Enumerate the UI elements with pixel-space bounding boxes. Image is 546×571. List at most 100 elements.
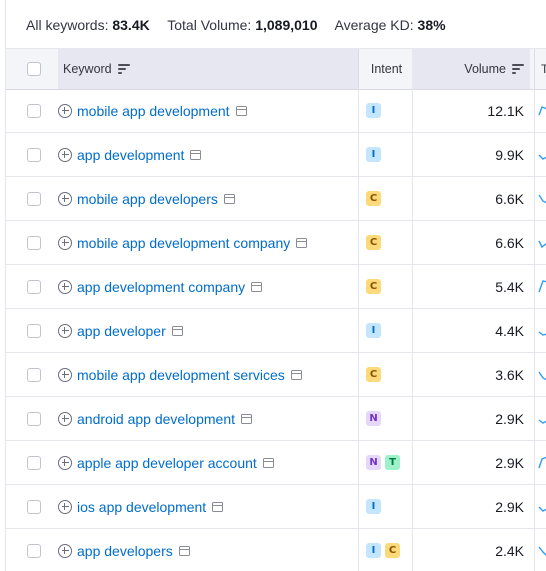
serp-features-icon[interactable] [223, 193, 235, 204]
row-select-cell [27, 397, 41, 440]
add-keyword-icon[interactable] [58, 411, 72, 426]
intent-badge: C [366, 235, 381, 250]
keyword-link[interactable]: app development [77, 146, 185, 163]
average-kd-value: 38% [417, 17, 446, 33]
keyword-link[interactable]: mobile app development [77, 102, 230, 119]
add-keyword-icon[interactable] [58, 235, 72, 250]
keyword-link[interactable]: apple app developer account [77, 454, 257, 471]
keyword-link[interactable]: mobile app development company [77, 234, 291, 251]
add-keyword-icon[interactable] [58, 367, 72, 382]
trend-sparkline-icon [538, 506, 546, 512]
intent-badge: I [366, 499, 381, 514]
serp-features-icon[interactable] [290, 369, 302, 380]
row-checkbox[interactable] [27, 279, 41, 294]
row-select-cell [27, 177, 41, 220]
trend-header-label: T [541, 62, 546, 76]
intent-badge: I [366, 147, 381, 162]
intent-badge: C [385, 543, 400, 558]
volume-column-header[interactable]: Volume [412, 49, 530, 89]
keyword-cell: app development company [58, 265, 358, 308]
keyword-cell: app development [58, 133, 358, 176]
keywords-table-body: mobile app development I 12.1K app devel… [6, 89, 546, 571]
intent-column-header[interactable]: Intent [358, 49, 415, 89]
keyword-link[interactable]: app developers [77, 542, 173, 559]
keyword-link[interactable]: app developer [77, 322, 166, 339]
row-checkbox[interactable] [27, 543, 41, 558]
keyword-cell: android app development [58, 397, 358, 440]
row-checkbox[interactable] [27, 455, 41, 470]
sort-icon[interactable] [512, 64, 524, 74]
select-all-checkbox[interactable] [27, 62, 41, 76]
intent-badge: I [366, 543, 381, 558]
table-row: mobile app development I 12.1K [6, 89, 546, 133]
keyword-link[interactable]: ios app development [77, 498, 207, 515]
serp-features-icon[interactable] [212, 501, 224, 512]
intent-badge: T [385, 455, 400, 470]
serp-features-icon[interactable] [178, 545, 190, 556]
intent-header-label: Intent [370, 62, 403, 76]
volume-cell: 2.9K [495, 454, 524, 471]
row-select-cell [27, 353, 41, 396]
table-row: ios app development I 2.9K [6, 485, 546, 529]
row-select-cell [27, 89, 41, 132]
volume-cell: 5.4K [495, 278, 524, 295]
keyword-link[interactable]: android app development [77, 410, 236, 427]
serp-features-icon[interactable] [251, 281, 263, 292]
row-checkbox[interactable] [27, 323, 41, 338]
serp-features-icon[interactable] [241, 413, 253, 424]
serp-features-icon[interactable] [190, 149, 202, 160]
intent-cell: I [366, 485, 416, 528]
volume-cell: 2.9K [495, 498, 524, 515]
add-keyword-icon[interactable] [58, 543, 72, 558]
row-select-cell [27, 441, 41, 484]
row-checkbox[interactable] [27, 411, 41, 426]
intent-cell: C [366, 177, 416, 220]
total-volume-label: Total Volume: [167, 17, 252, 33]
add-keyword-icon[interactable] [58, 499, 72, 514]
table-row: app development I 9.9K [6, 133, 546, 177]
row-checkbox[interactable] [27, 235, 41, 250]
keyword-link[interactable]: app development company [77, 278, 246, 295]
trend-cell [534, 177, 546, 220]
add-keyword-icon[interactable] [58, 191, 72, 206]
keyword-link[interactable]: mobile app development services [77, 366, 285, 383]
intent-cell: I [366, 89, 416, 132]
row-checkbox[interactable] [27, 499, 41, 514]
add-keyword-icon[interactable] [58, 103, 72, 118]
table-row: android app development N 2.9K [6, 397, 546, 441]
row-select-cell [27, 265, 41, 308]
serp-features-icon[interactable] [171, 325, 183, 336]
keyword-cell: ios app development [58, 485, 358, 528]
row-checkbox[interactable] [27, 191, 41, 206]
add-keyword-icon[interactable] [58, 323, 72, 338]
row-checkbox[interactable] [27, 367, 41, 382]
trend-column-header[interactable]: T [534, 49, 546, 89]
trend-cell [534, 221, 546, 264]
intent-cell: C [366, 353, 416, 396]
volume-cell: 9.9K [495, 146, 524, 163]
average-kd-label: Average KD: [334, 17, 414, 33]
intent-badge: C [366, 279, 381, 294]
row-checkbox[interactable] [27, 103, 41, 118]
volume-cell: 6.6K [495, 234, 524, 251]
serp-features-icon[interactable] [262, 457, 274, 468]
keyword-link[interactable]: mobile app developers [77, 190, 218, 207]
sort-icon[interactable] [117, 64, 130, 74]
keyword-column-header[interactable]: Keyword [58, 49, 358, 89]
keyword-cell: mobile app development company [58, 221, 358, 264]
keyword-cell: mobile app development [58, 89, 358, 132]
trend-sparkline-icon [538, 154, 546, 160]
add-keyword-icon[interactable] [58, 147, 72, 162]
add-keyword-icon[interactable] [58, 455, 72, 470]
header-select-cell [27, 49, 47, 89]
trend-sparkline-icon [538, 106, 546, 116]
row-checkbox[interactable] [27, 147, 41, 162]
add-keyword-icon[interactable] [58, 279, 72, 294]
serp-features-icon[interactable] [296, 237, 308, 248]
serp-features-icon[interactable] [235, 105, 247, 116]
trend-cell [534, 265, 546, 308]
trend-cell [534, 441, 546, 484]
